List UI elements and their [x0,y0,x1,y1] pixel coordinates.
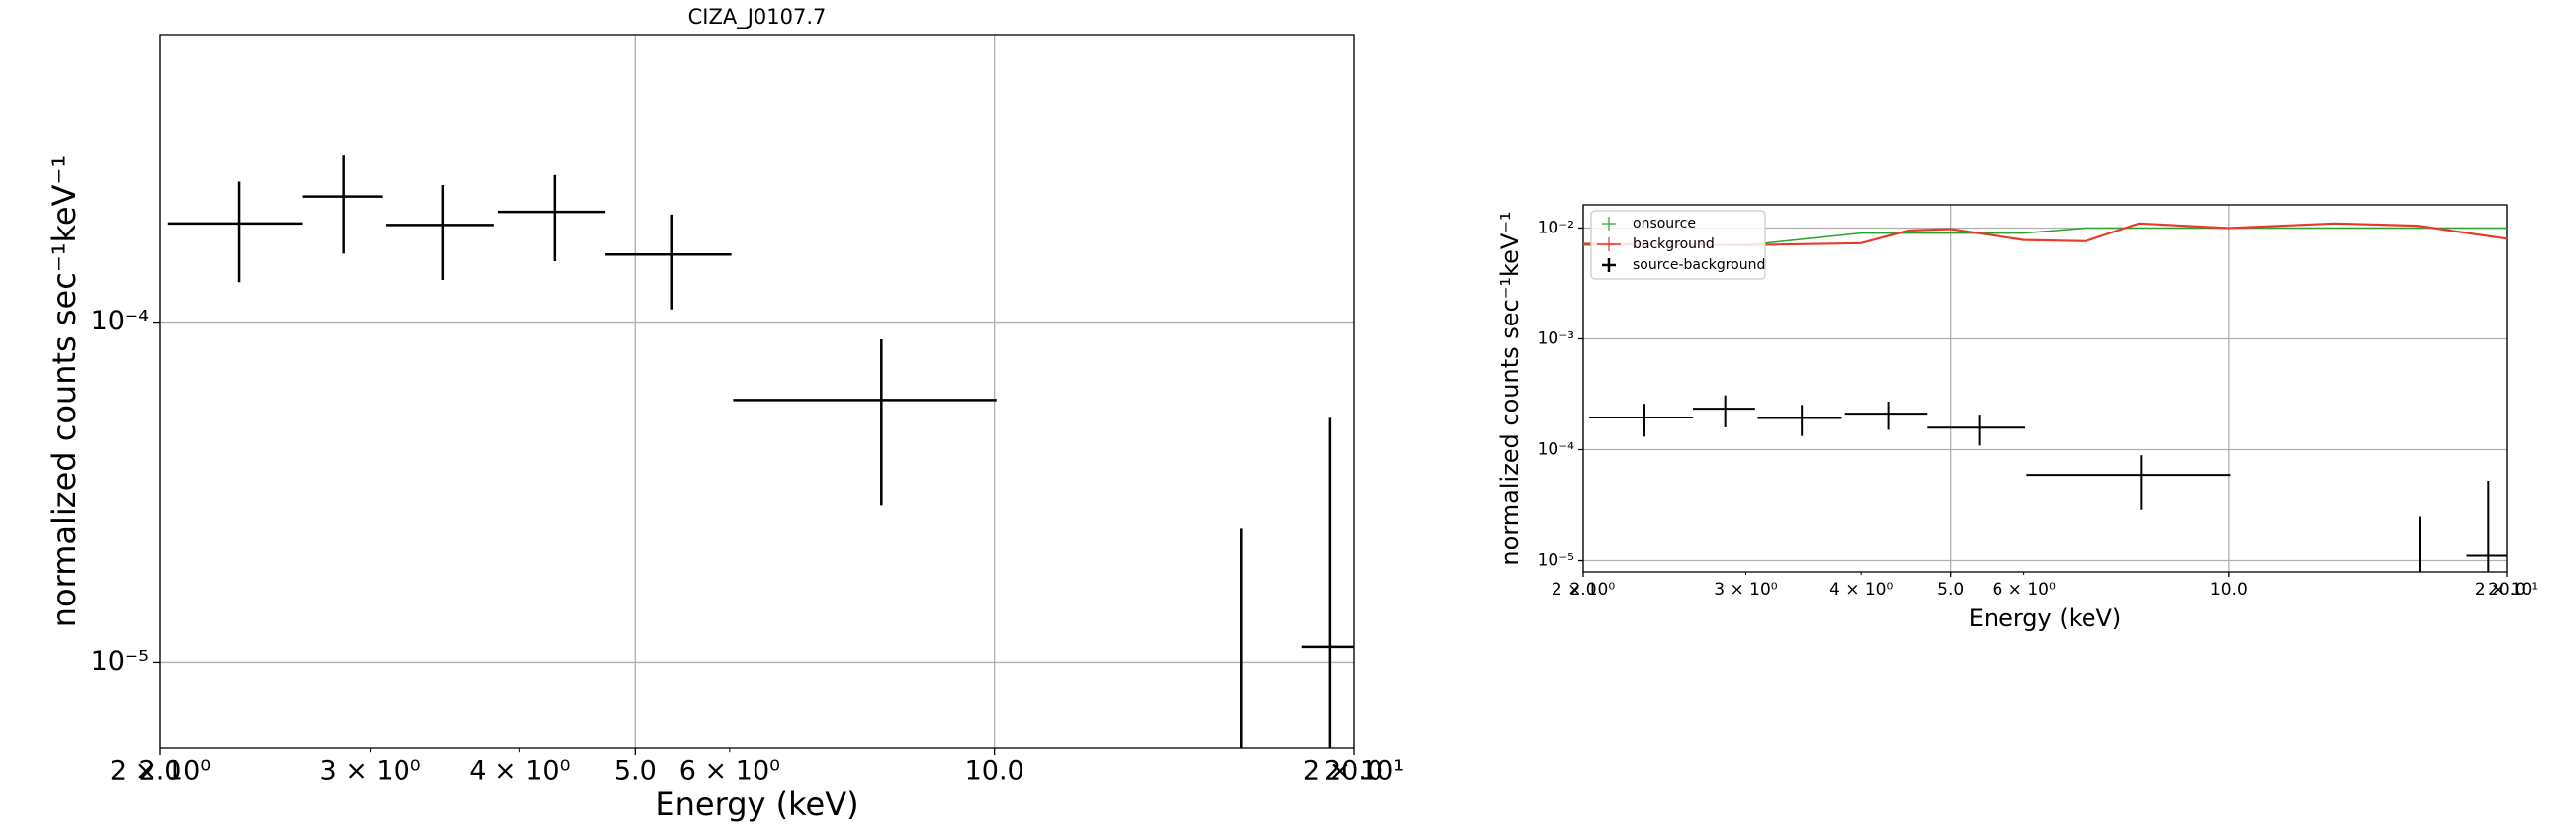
x-tick-label: 10.0 [965,756,1024,787]
axes-frame [159,34,1355,749]
legend-label: onsource [1633,216,1696,232]
x-tick-label: 2 × 10¹ [1303,756,1404,787]
x-tick-label: 10.0 [2210,580,2248,600]
line-series [1583,222,2507,246]
x-tick-label: 5.0 [614,756,657,787]
x-axis-label: Energy (keV) [1969,604,2122,632]
x-tick-label: 2.0 [139,756,182,787]
legend: onsource background source-background [1590,210,1766,280]
axes: 2.0 5.0 10.0 20.0 2 × 10⁰ 3 × 10⁰ 4 × 10⁰ 6 × 1… [91,34,1404,787]
y-tick-label: 10⁻⁵ [1538,551,1574,571]
y-tick-label: 10⁻² [1538,218,1574,237]
x-tick-label: 6 × 10⁰ [1992,580,2055,600]
legend-box [1590,210,1766,280]
x-tick-label: 2 × 10¹ [2475,580,2538,600]
y-tick-label: 10⁻⁴ [1538,440,1575,460]
axes-frame [1582,204,2508,573]
x-tick-label: 6 × 10⁰ [679,756,780,787]
y-tick-label: 10⁻³ [1538,328,1574,348]
plot-area [1583,222,2507,572]
y-axis-label: normalized counts sec⁻¹keV⁻¹ [45,155,83,627]
line-series [1583,227,2507,246]
plot-area [167,155,1354,748]
x-tick-label: 4 × 10⁰ [469,756,570,787]
x-tick-label: 2 × 10⁰ [110,756,211,787]
chart-title: CIZA_J0107.7 [688,5,827,30]
x-tick-label: 2.0 [1569,580,1596,600]
x-tick-label: 20.0 [2488,580,2526,600]
legend-label: background [1633,236,1715,252]
x-tick-label: 4 × 10⁰ [1829,580,1893,600]
legend-label: source-background [1633,257,1765,273]
y-axis-label: normalized counts sec⁻¹keV⁻¹ [1496,211,1524,565]
y-tick-label: 10⁻⁴ [91,306,149,336]
x-tick-label: 3 × 10⁰ [1714,580,1777,600]
x-tick-label: 5.0 [1937,580,1964,600]
x-axis-label: Energy (keV) [655,786,858,823]
y-tick-label: 10⁻⁵ [91,646,149,677]
x-tick-label: 2 × 10⁰ [1552,580,1615,600]
x-tick-label: 20.0 [1324,756,1383,787]
x-tick-label: 3 × 10⁰ [319,756,420,787]
